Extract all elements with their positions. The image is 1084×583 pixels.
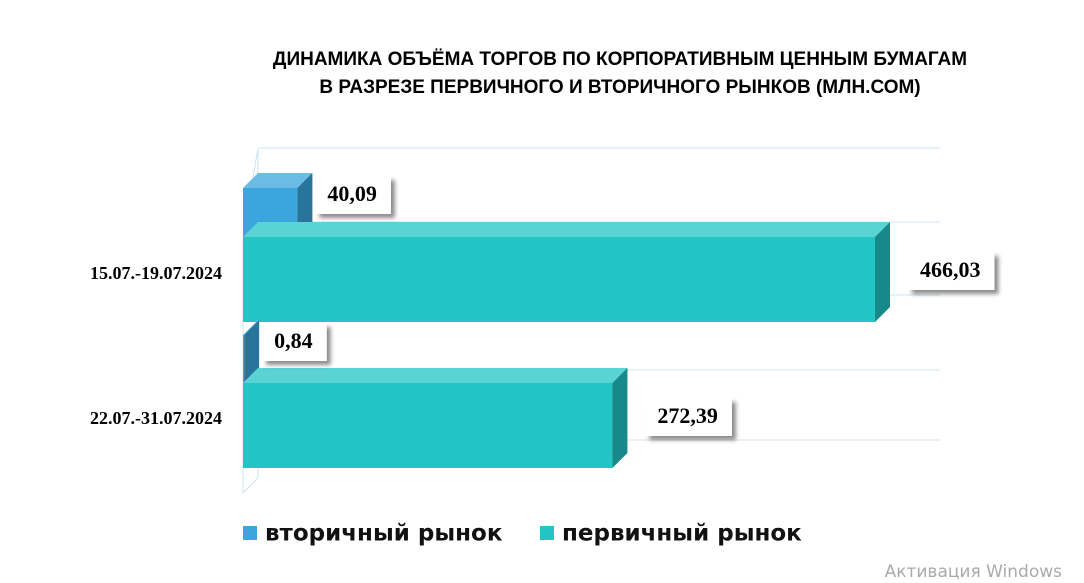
legend-swatch: [540, 526, 554, 540]
bar-3d: [243, 222, 890, 322]
bar-top: [243, 368, 628, 383]
data-label: 40,09: [315, 176, 391, 214]
data-label-box: [315, 176, 391, 214]
bar-end-shade: [612, 368, 628, 468]
legend-label: первичный рынок: [562, 521, 802, 547]
data-label-box: [645, 398, 732, 436]
y-tick-label: 15.07.-19.07.2024: [90, 263, 222, 283]
data-label: 466,03: [908, 252, 995, 290]
watermark: Активация Windows: [885, 562, 1063, 582]
y-tick-label: 22.07.-31.07.2024: [90, 408, 222, 428]
legend-label: вторичный рынок: [265, 521, 503, 547]
chart-title: В РАЗРЕЗЕ ПЕРВИЧНОГО И ВТОРИЧНОГО РЫНКОВ…: [319, 77, 920, 98]
bar-top-shade: [243, 320, 260, 335]
data-label-text: 40,09: [327, 181, 377, 206]
bar-top: [243, 320, 260, 335]
bar-top: [243, 173, 313, 188]
bar-end-shade: [875, 222, 890, 322]
data-label-text: 272,39: [657, 403, 718, 428]
data-label-text: 0,84: [274, 328, 313, 353]
data-label-text: 466,03: [920, 257, 981, 282]
bar: [243, 237, 875, 322]
bar-top-shade: [243, 173, 313, 188]
data-label: 0,84: [262, 323, 327, 361]
data-label: 272,39: [645, 398, 732, 436]
bar-top-shade: [243, 368, 628, 383]
data-label-box: [908, 252, 995, 290]
bar-end: [612, 368, 628, 468]
bar-end: [875, 222, 890, 322]
bar: [243, 383, 613, 468]
data-label-box: [262, 323, 327, 361]
bar-top: [243, 222, 890, 237]
bar-3d: [243, 368, 628, 468]
bar: [243, 335, 245, 420]
chart-title: ДИНАМИКА ОБЪЁМА ТОРГОВ ПО КОРПОРАТИВНЫМ …: [273, 49, 967, 70]
bar-top-shade: [243, 222, 890, 237]
legend-swatch: [243, 526, 257, 540]
